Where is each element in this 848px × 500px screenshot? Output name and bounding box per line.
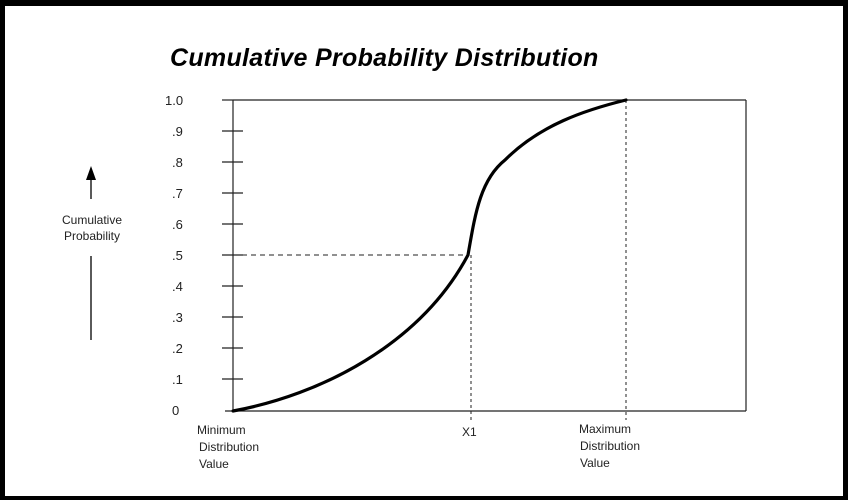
y-axis-ticks: [222, 99, 243, 380]
y-tick-label: .3: [172, 310, 183, 325]
y-tick-label: 1.0: [165, 93, 183, 108]
arrow-up-icon: [86, 166, 96, 180]
y-tick-label: .7: [172, 186, 183, 201]
x-max-label-line2: Distribution: [580, 439, 640, 453]
y-tick-label: .8: [172, 155, 183, 170]
y-tick-label: .4: [172, 279, 183, 294]
y-axis-arrow: [86, 166, 96, 340]
x-max-label-line3: Value: [580, 456, 610, 470]
y-tick-label: .5: [172, 248, 183, 263]
y-axis-label-line1: Cumulative: [62, 213, 122, 227]
x-min-label-line3: Value: [199, 457, 229, 471]
y-tick-label: 0: [172, 403, 179, 418]
x-max-label-line1: Maximum: [579, 422, 631, 436]
y-axis-tick-labels: 1.0 .9 .8 .7 .6 .5 .4 .3 .2 .1 0: [165, 93, 183, 418]
y-tick-label: .2: [172, 341, 183, 356]
y-tick-label: .9: [172, 124, 183, 139]
y-tick-label: .6: [172, 217, 183, 232]
cumulative-curve: [231, 98, 628, 413]
x1-label: X1: [462, 425, 477, 439]
y-tick-label: .1: [172, 372, 183, 387]
y-axis-label-line2: Probability: [64, 229, 120, 243]
x-min-label-line2: Distribution: [199, 440, 259, 454]
chart-title: Cumulative Probability Distribution: [170, 44, 599, 72]
x-min-label-line1: Minimum: [197, 423, 246, 437]
